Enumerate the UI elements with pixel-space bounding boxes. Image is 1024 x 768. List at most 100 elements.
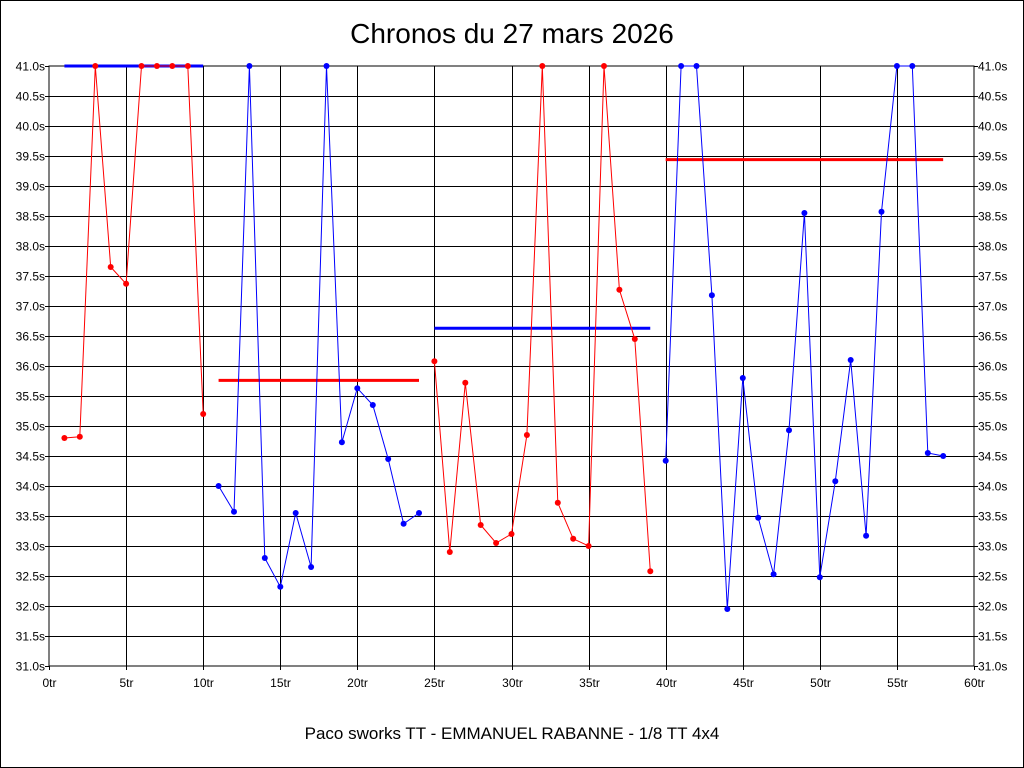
series-line-1 [64,65,204,439]
x-axis-ticks: 0tr 5tr 10tr 15tr 20tr 25tr 30tr 35tr 40tr 45tr 50… [42,676,984,690]
x-tick-label: 50tr [810,676,831,690]
series-3-point [493,540,500,546]
x-tick-label: 15tr [270,676,291,690]
y-tick-label-left: 35.5s [16,390,45,404]
series-2-point [400,520,407,527]
series-2-point [292,510,299,516]
x-tick-label: 25tr [424,676,445,690]
average-lines [64,64,944,382]
series-4-point [893,63,900,69]
y-tick-label-right: 38.0s [978,240,1007,254]
series-4-point [755,514,762,521]
series-2-point [261,555,268,561]
y-tick-label-right: 36.5s [978,330,1007,344]
x-tick-label: 0tr [42,676,56,690]
chart-title: Chronos du 27 mars 2026 [350,18,674,49]
y-tick-label-left: 34.0s [16,480,45,494]
series-1-point [76,433,83,440]
y-tick-label-left: 37.0s [16,300,45,314]
y-tick-label-right: 38.5s [978,210,1007,224]
series-4-point [924,450,931,456]
series-3-point [631,336,638,342]
y-tick-label-left: 36.5s [16,330,45,344]
series-4-point [801,210,808,216]
series-2-point [277,583,284,590]
series-4-point [662,457,669,464]
y-tick-label-right: 39.5s [978,150,1007,164]
y-tick-label-right: 32.5s [978,570,1007,584]
series-1-point [169,63,176,69]
y-tick-label-right: 37.5s [978,270,1007,284]
series-2-point [338,439,345,446]
x-tick-label: 60tr [964,676,985,690]
y-tick-label-left: 40.0s [16,120,45,134]
x-tick-label: 20tr [347,676,368,690]
series-3-point [523,432,530,438]
y-tick-label-left: 38.5s [16,210,45,224]
y-tick-label-left: 35.0s [16,420,45,434]
x-tick-label: 5tr [119,676,133,690]
series-2-point [369,402,376,408]
y-tick-label-left: 32.5s [16,570,45,584]
series-3-point [539,63,546,69]
series-1-point [123,280,130,287]
series-4-point [739,375,746,381]
y-tick-label-left: 34.5s [16,450,45,464]
series-1-point [92,63,99,69]
series-1-point [200,411,207,417]
series-line-4 [665,65,944,610]
x-tick-label: 30tr [502,676,523,690]
y-tick-label-right: 33.0s [978,540,1007,554]
series-3-point [601,63,607,69]
y-tick-label-right: 31.5s [978,630,1007,644]
x-tick-label: 40tr [656,676,677,690]
y-tick-label-left: 33.5s [16,510,45,524]
series-4-point [708,292,715,299]
series-3-point [616,286,623,293]
series-3-point [431,358,438,365]
chart-subtitle: Paco sworks TT - EMMANUEL RABANNE - 1/8 … [305,724,720,743]
series-4-point [770,571,777,578]
series-3-point [446,549,453,555]
y-tick-label-right: 36.0s [978,360,1007,374]
plot-area [48,65,975,667]
y-tick-label-left: 33.0s [16,540,45,554]
series-2-point [323,63,330,69]
series-4-point [863,532,870,539]
y-tick-label-right: 40.0s [978,120,1007,134]
series-line-2 [218,65,420,589]
y-axis-ticks: 31.0s 31.0s 31.5s 31.5s 32.0s 32.0s 32.5s 32.5s… [16,60,1008,674]
series-3-point [554,499,561,506]
y-tick-label-left: 37.5s [16,270,45,284]
y-tick-label-right: 31.0s [978,660,1007,674]
series-4-point [693,63,700,69]
series-2-point [246,63,253,69]
y-tick-label-left: 36.0s [16,360,45,374]
series-3-point [570,535,577,542]
series-4-point [878,208,885,215]
y-tick-label-left: 38.0s [16,240,45,254]
x-tick-label: 10tr [193,676,214,690]
series-3-point [647,568,654,575]
series-4-point [847,357,854,363]
y-tick-label-right: 37.0s [978,300,1007,314]
x-tick-label: 55tr [887,676,908,690]
series-1-point [184,63,191,69]
series-4-point [940,453,947,459]
y-tick-label-right: 41.0s [978,60,1007,74]
series-3-point [508,531,515,537]
y-tick-label-right: 33.5s [978,510,1007,524]
grid [45,66,978,670]
y-tick-label-left: 39.5s [16,150,45,164]
y-tick-label-left: 31.5s [16,630,45,644]
series-2-point [354,385,361,392]
series-1-point [61,435,68,441]
series-2-point [416,510,422,516]
y-tick-label-left: 39.0s [16,180,45,194]
series-1-point [107,264,114,270]
series-4-point [909,63,916,69]
series-4-point [724,606,731,612]
y-tick-label-left: 31.0s [16,660,45,674]
series-1-point [138,63,145,69]
